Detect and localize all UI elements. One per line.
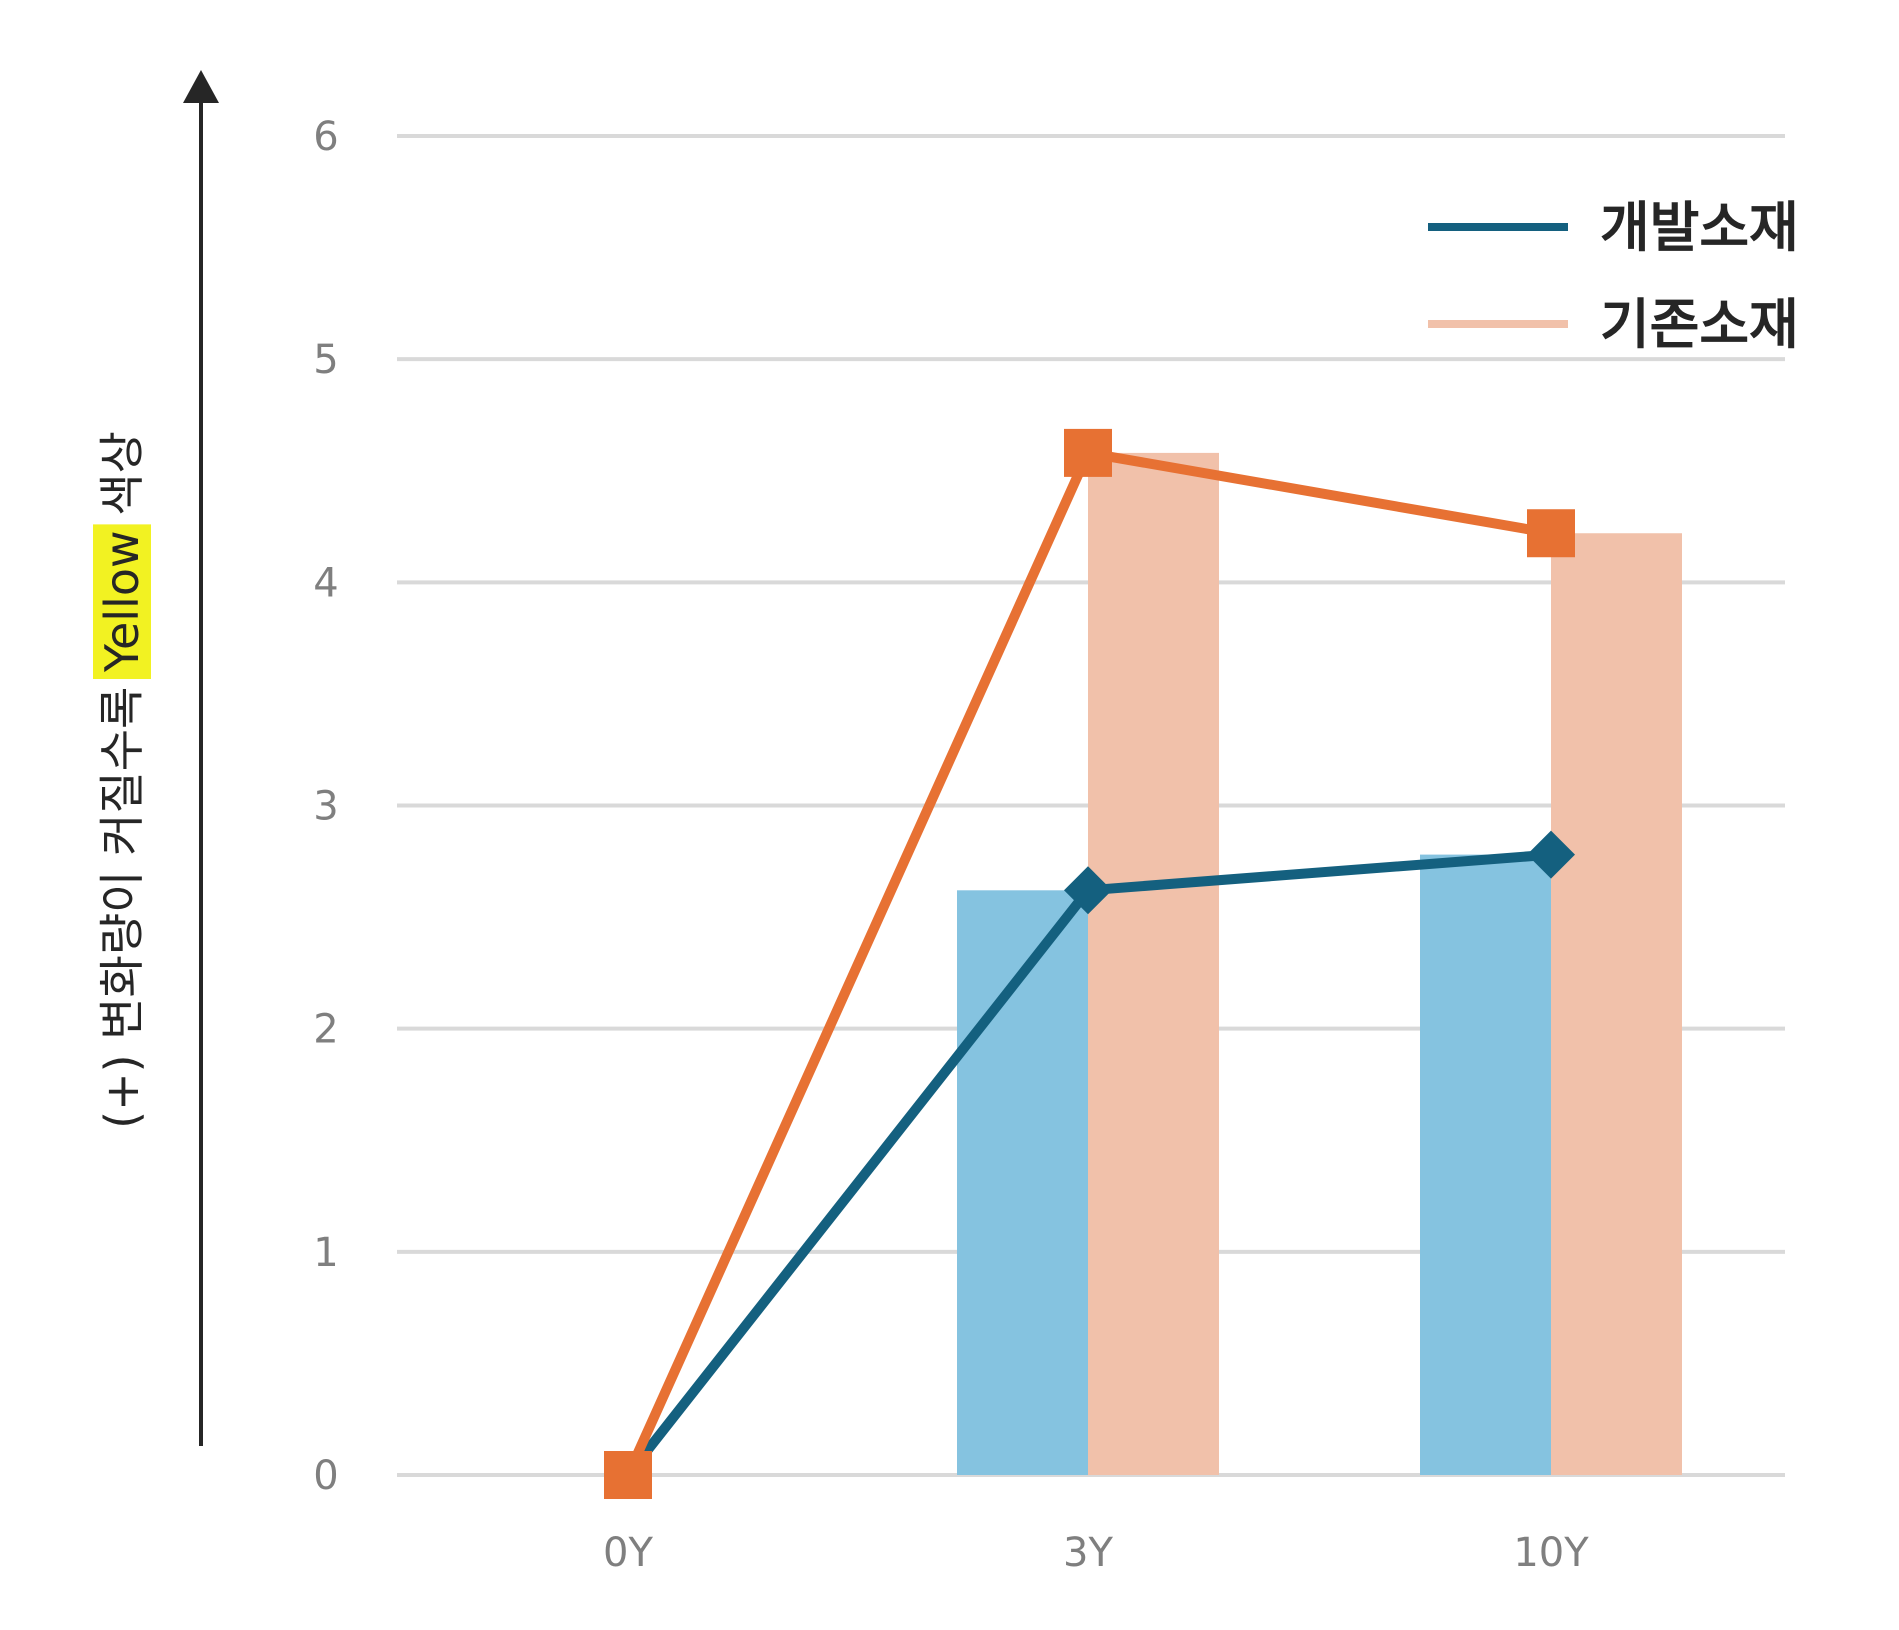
y-tick-label-1: 1 xyxy=(313,1230,338,1276)
bar-개발소재-3Y xyxy=(957,890,1088,1475)
legend-label-개발소재: 개발소재 xyxy=(1600,196,1799,259)
series-markers xyxy=(604,428,1575,1499)
y-axis-arrow xyxy=(183,70,219,1446)
y-axis-title-text: (+) 변화량이 커질수록 Yellow 색상 xyxy=(95,431,149,1129)
bars xyxy=(957,452,1682,1475)
yellow-highlight-box xyxy=(93,524,151,680)
legend-label-기존소재: 기존소재 xyxy=(1600,293,1799,356)
marker-기존소재-3Y xyxy=(1064,428,1112,477)
marker-기존소재-10Y xyxy=(1527,509,1575,558)
legend: 개발소재 기존소재 xyxy=(1428,196,1799,356)
y-axis-arrow-head xyxy=(183,70,219,103)
x-tick-label-3Y: 3Y xyxy=(1063,1530,1113,1576)
y-tick-label-4: 4 xyxy=(313,560,338,606)
y-axis-title-highlight: Yellow xyxy=(95,530,149,673)
y-tick-label-2: 2 xyxy=(313,1007,338,1053)
marker-개발소재-10Y xyxy=(1527,830,1575,879)
y-tick-label-0: 0 xyxy=(313,1453,338,1499)
y-axis-ticks: 0 1 2 3 4 5 6 xyxy=(313,114,338,1499)
y-tick-label-5: 5 xyxy=(313,337,338,383)
x-tick-label-0Y: 0Y xyxy=(603,1530,653,1576)
marker-기존소재-0Y xyxy=(604,1451,652,1499)
y-axis-title: (+) 변화량이 커질수록 Yellow 색상 xyxy=(93,431,151,1129)
y-axis-title-after: 색상 xyxy=(95,431,149,530)
x-tick-label-10Y: 10Y xyxy=(1513,1530,1589,1576)
y-tick-label-6: 6 xyxy=(313,114,338,160)
bar-개발소재-10Y xyxy=(1420,854,1551,1475)
x-axis-ticks: 0Y 3Y 10Y xyxy=(603,1530,1589,1576)
bar-기존소재-3Y xyxy=(1088,452,1219,1475)
y-tick-label-3: 3 xyxy=(313,784,338,830)
bar-기존소재-10Y xyxy=(1551,533,1682,1475)
y-axis-title-before: (+) 변화량이 커질수록 xyxy=(95,672,149,1129)
marker-개발소재-3Y xyxy=(1064,866,1112,915)
